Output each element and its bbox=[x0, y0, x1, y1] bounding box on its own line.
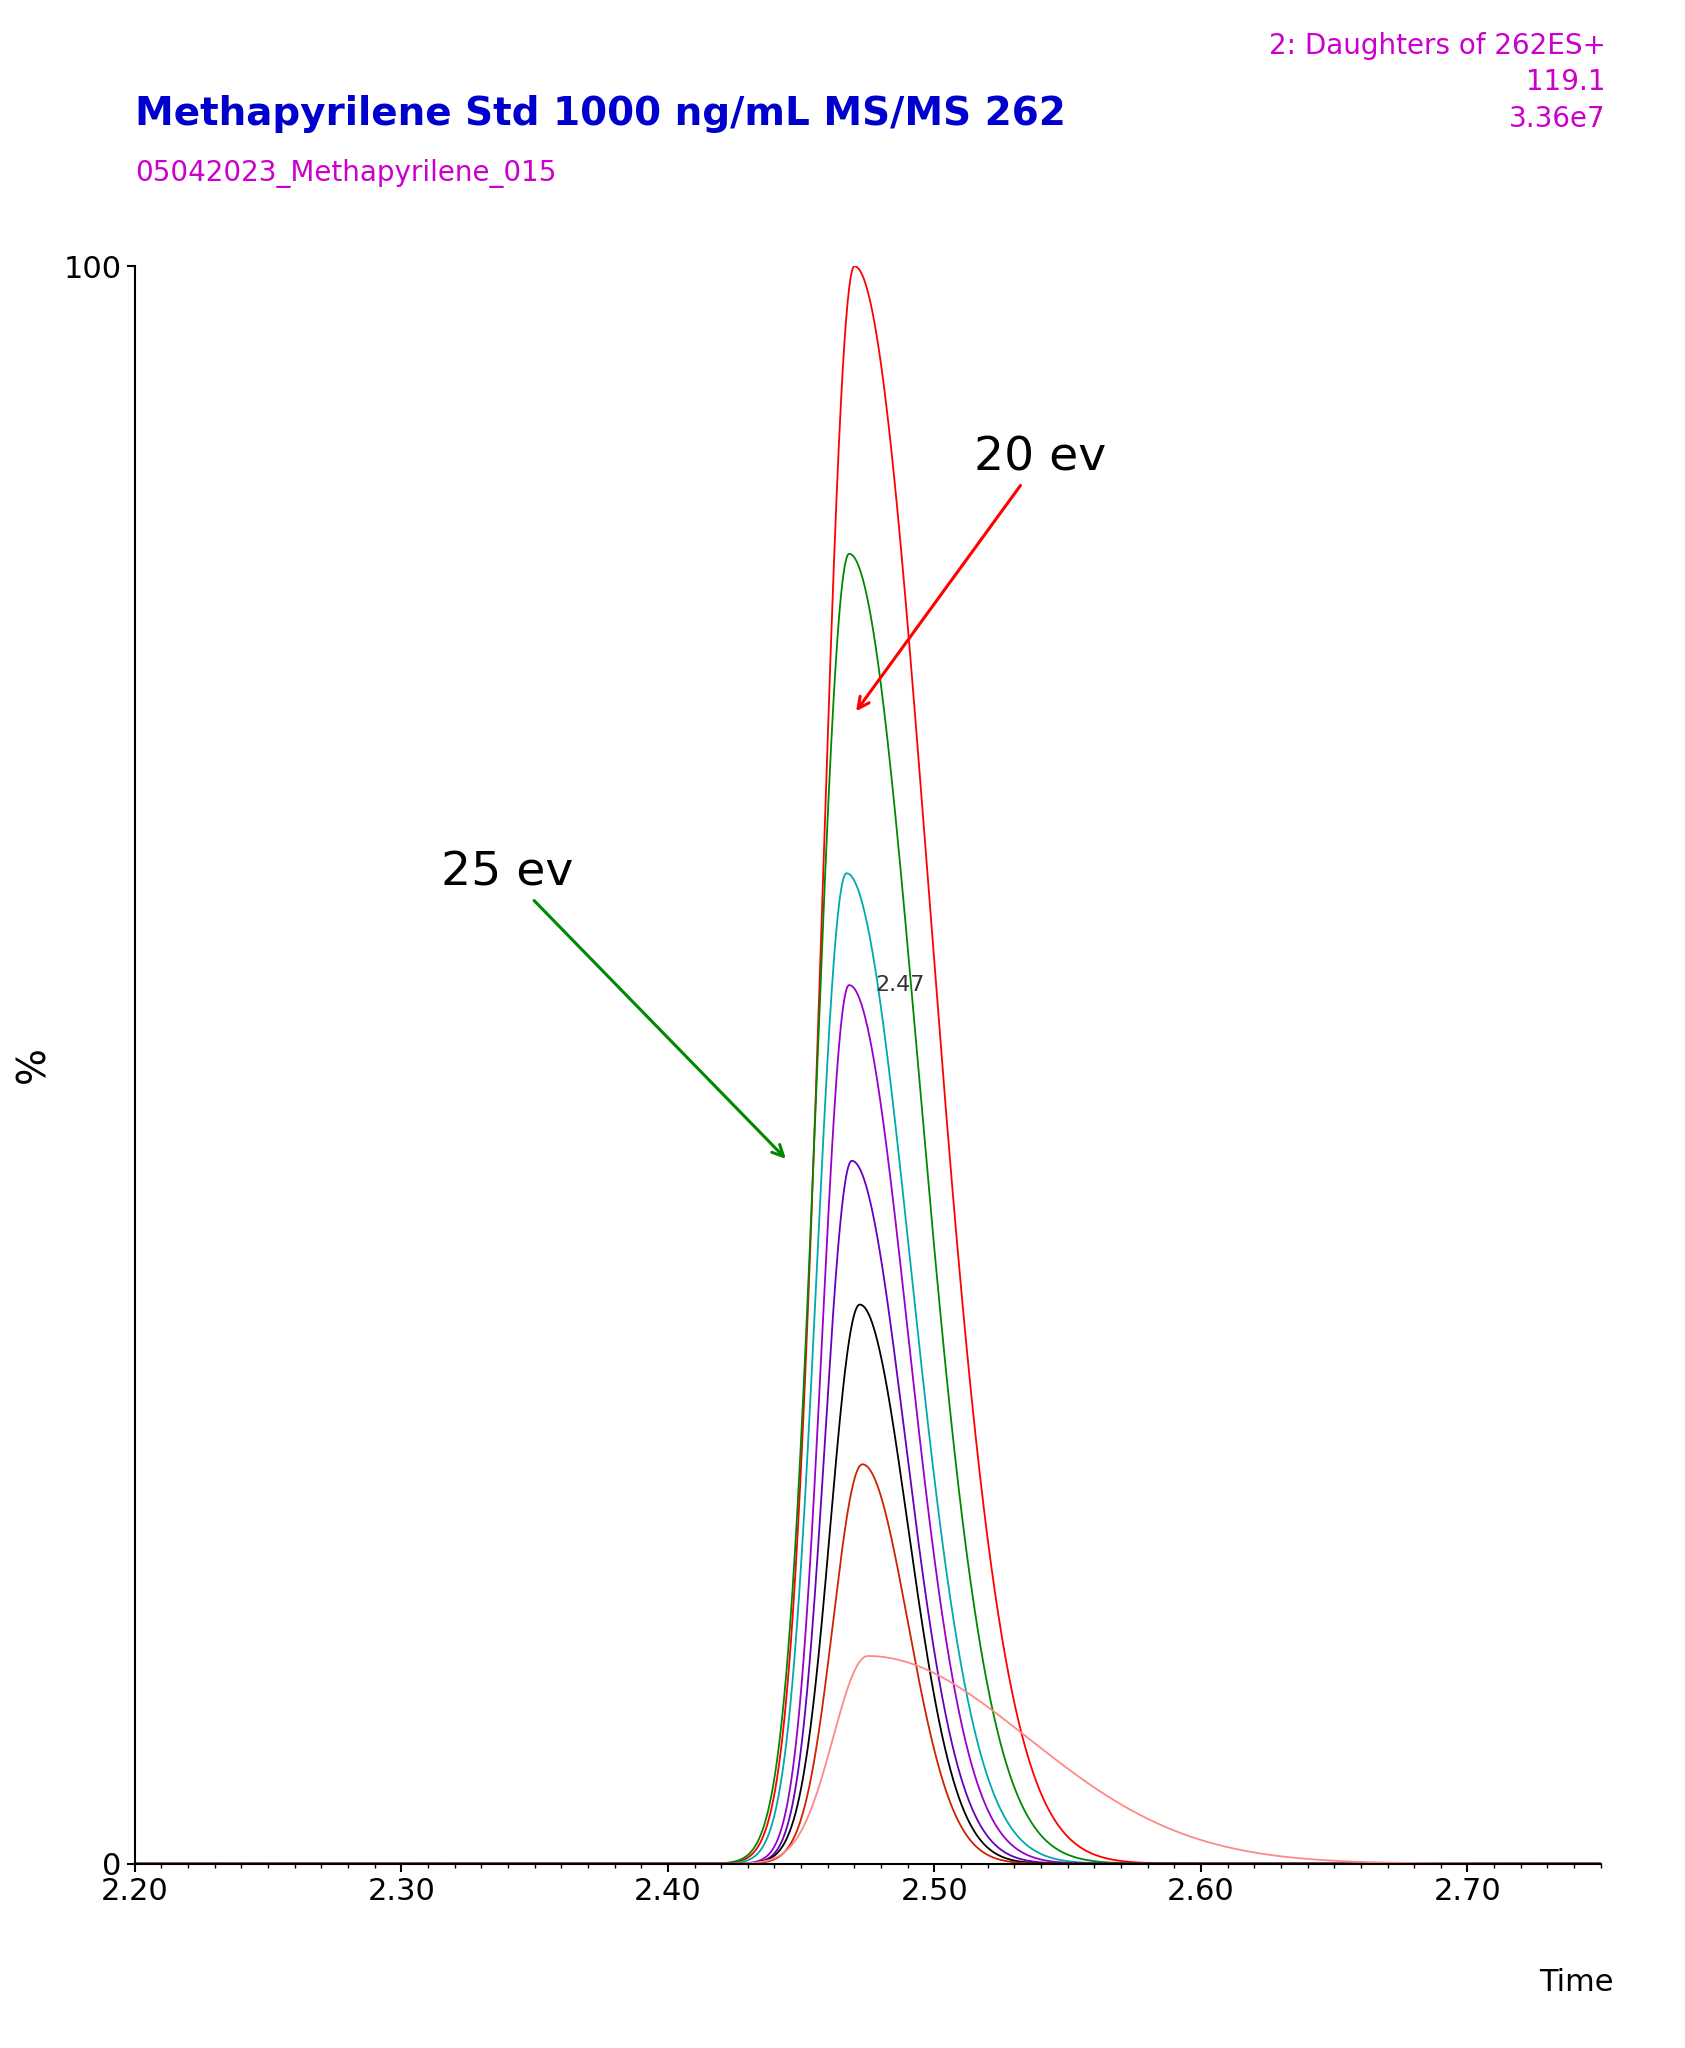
Text: 05042023_Methapyrilene_015: 05042023_Methapyrilene_015 bbox=[135, 160, 556, 188]
Y-axis label: %: % bbox=[15, 1047, 52, 1083]
Text: 25 ev: 25 ev bbox=[441, 850, 784, 1157]
Text: Methapyrilene Std 1000 ng/mL MS/MS 262: Methapyrilene Std 1000 ng/mL MS/MS 262 bbox=[135, 94, 1065, 133]
Text: 20 ev: 20 ev bbox=[858, 436, 1107, 709]
Text: 2: Daughters of 262ES+
119.1
3.36e7: 2: Daughters of 262ES+ 119.1 3.36e7 bbox=[1269, 31, 1606, 133]
Text: Time: Time bbox=[1540, 1968, 1614, 1997]
Text: 2.47: 2.47 bbox=[876, 975, 925, 995]
